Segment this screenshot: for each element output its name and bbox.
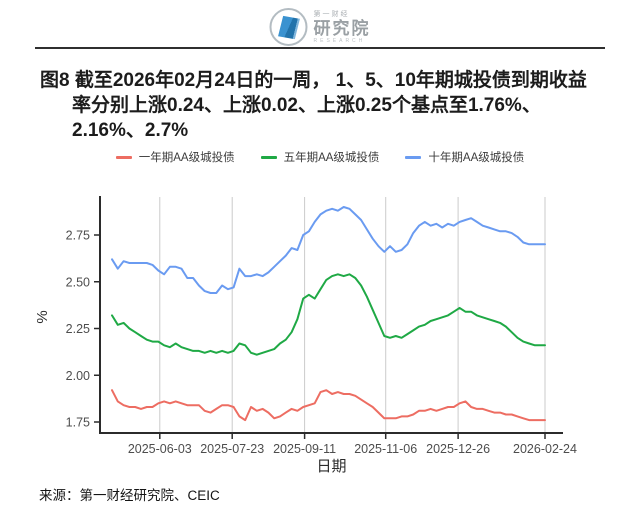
legend-swatch-10y bbox=[405, 155, 422, 159]
figure-title-line-2: 率分别上涨0.24、上涨0.02、上涨0.25个基点至1.76%、 bbox=[72, 95, 541, 116]
x-tick-label: 2025-06-03 bbox=[128, 442, 192, 456]
source-note: 来源：第一财经研究院、CEIC bbox=[39, 488, 220, 503]
logo-brand-large: 研究院 bbox=[313, 18, 371, 38]
figure-title-line-1: 图8 截至2026年02月24日的一周， 1、5、10年期城投债到期收益 bbox=[40, 70, 587, 91]
gridlines bbox=[159, 197, 546, 433]
x-tick-labels: 2025-06-03 2025-07-23 2025-09-11 2025-11-06… bbox=[128, 442, 577, 456]
figure-title: 图8 截至2026年02月24日的一周， 1、5、10年期城投债到期收益 率分别… bbox=[40, 68, 638, 143]
x-tick-label: 2026-02-24 bbox=[513, 442, 577, 456]
x-tick-label: 2025-09-11 bbox=[273, 442, 336, 456]
legend-item-5y: 五年期AA级城投债 bbox=[260, 149, 380, 165]
series-line-2 bbox=[111, 206, 546, 294]
x-tick-label: 2025-07-23 bbox=[200, 442, 264, 456]
y-axis-title: % bbox=[34, 310, 51, 323]
book-glyph bbox=[278, 15, 300, 40]
x-tick-label: 2025-11-06 bbox=[354, 442, 417, 456]
logo-brand-sub: RESEARCH bbox=[313, 37, 366, 44]
yield-line-chart-svg: 2025-06-03 2025-07-23 2025-09-11 2025-11-06… bbox=[34, 196, 577, 475]
y-tick-label: 2.75 bbox=[66, 229, 90, 243]
logo-text: 第一财经 研究院 RESEARCH bbox=[314, 11, 371, 44]
x-tick-label: 2025-12-26 bbox=[426, 442, 490, 456]
y-tick-label: 2.50 bbox=[66, 275, 90, 289]
x-axis-title: 日期 bbox=[316, 458, 346, 475]
legend-swatch-5y bbox=[260, 155, 277, 159]
header-divider bbox=[35, 47, 605, 49]
figure-title-line-3: 2.16%、2.7% bbox=[72, 120, 189, 141]
legend-label-5y: 五年期AA级城投债 bbox=[283, 152, 380, 164]
legend-item-10y: 十年期AA级城投债 bbox=[405, 149, 524, 165]
logo-brand-small: 第一财经 bbox=[313, 10, 350, 18]
y-tick-label: 2.25 bbox=[66, 322, 90, 336]
legend-swatch-1y bbox=[115, 155, 132, 159]
yicai-research-logo: 第一财经 研究院 RESEARCH bbox=[269, 6, 371, 48]
chart-legend: 一年期AA级城投债 五年期AA级城投债 十年期AA级城投债 bbox=[0, 149, 640, 165]
legend-label-10y: 十年期AA级城投债 bbox=[428, 152, 525, 164]
series-line-0 bbox=[111, 389, 546, 422]
logo-book-icon bbox=[269, 8, 308, 46]
yield-line-chart: 2025-06-03 2025-07-23 2025-09-11 2025-11-06… bbox=[0, 170, 640, 480]
y-tick-label: 1.75 bbox=[66, 416, 90, 430]
legend-item-1y: 一年期AA级城投债 bbox=[115, 149, 235, 165]
axes bbox=[99, 196, 563, 434]
tick-marks bbox=[94, 234, 546, 439]
y-tick-labels: 1.75 2.00 2.25 2.50 2.75 bbox=[66, 229, 90, 430]
y-tick-label: 2.00 bbox=[66, 369, 90, 383]
series-line-1 bbox=[111, 273, 546, 356]
legend-label-1y: 一年期AA级城投债 bbox=[138, 152, 235, 164]
